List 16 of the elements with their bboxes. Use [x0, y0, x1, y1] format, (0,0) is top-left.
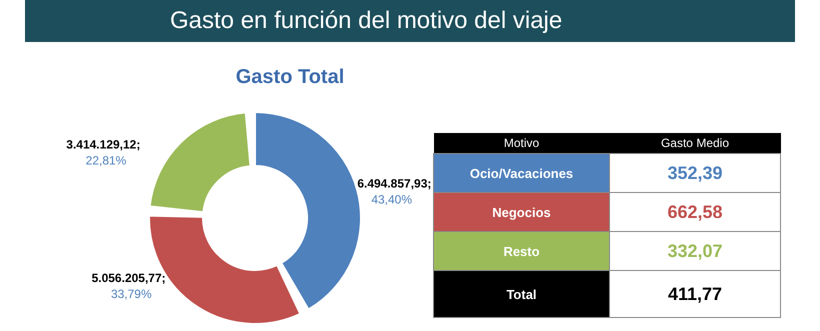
- data-label: 6.494.857,93;: [357, 176, 432, 191]
- text: 43,40%: [371, 192, 412, 207]
- text: 662,58: [667, 202, 723, 222]
- data-label: 3.414.129,12;: [66, 138, 140, 152]
- category-label: Ocio/Vacaciones: [434, 154, 610, 192]
- chart-subtitle: Gasto Total: [234, 66, 346, 89]
- text: 22,81%: [86, 154, 127, 168]
- data-label: 5.056.205,77;: [92, 271, 166, 286]
- category-label: Total: [434, 270, 610, 318]
- category-label: Resto: [434, 232, 610, 270]
- text: 411,77: [668, 284, 722, 304]
- text: 332,07: [667, 240, 723, 260]
- text: 352,39: [667, 162, 723, 182]
- chart-title: Gasto en función del motivo del viaje: [25, 0, 795, 42]
- text: 33,79%: [110, 287, 152, 302]
- category-label: Negocios: [434, 192, 610, 232]
